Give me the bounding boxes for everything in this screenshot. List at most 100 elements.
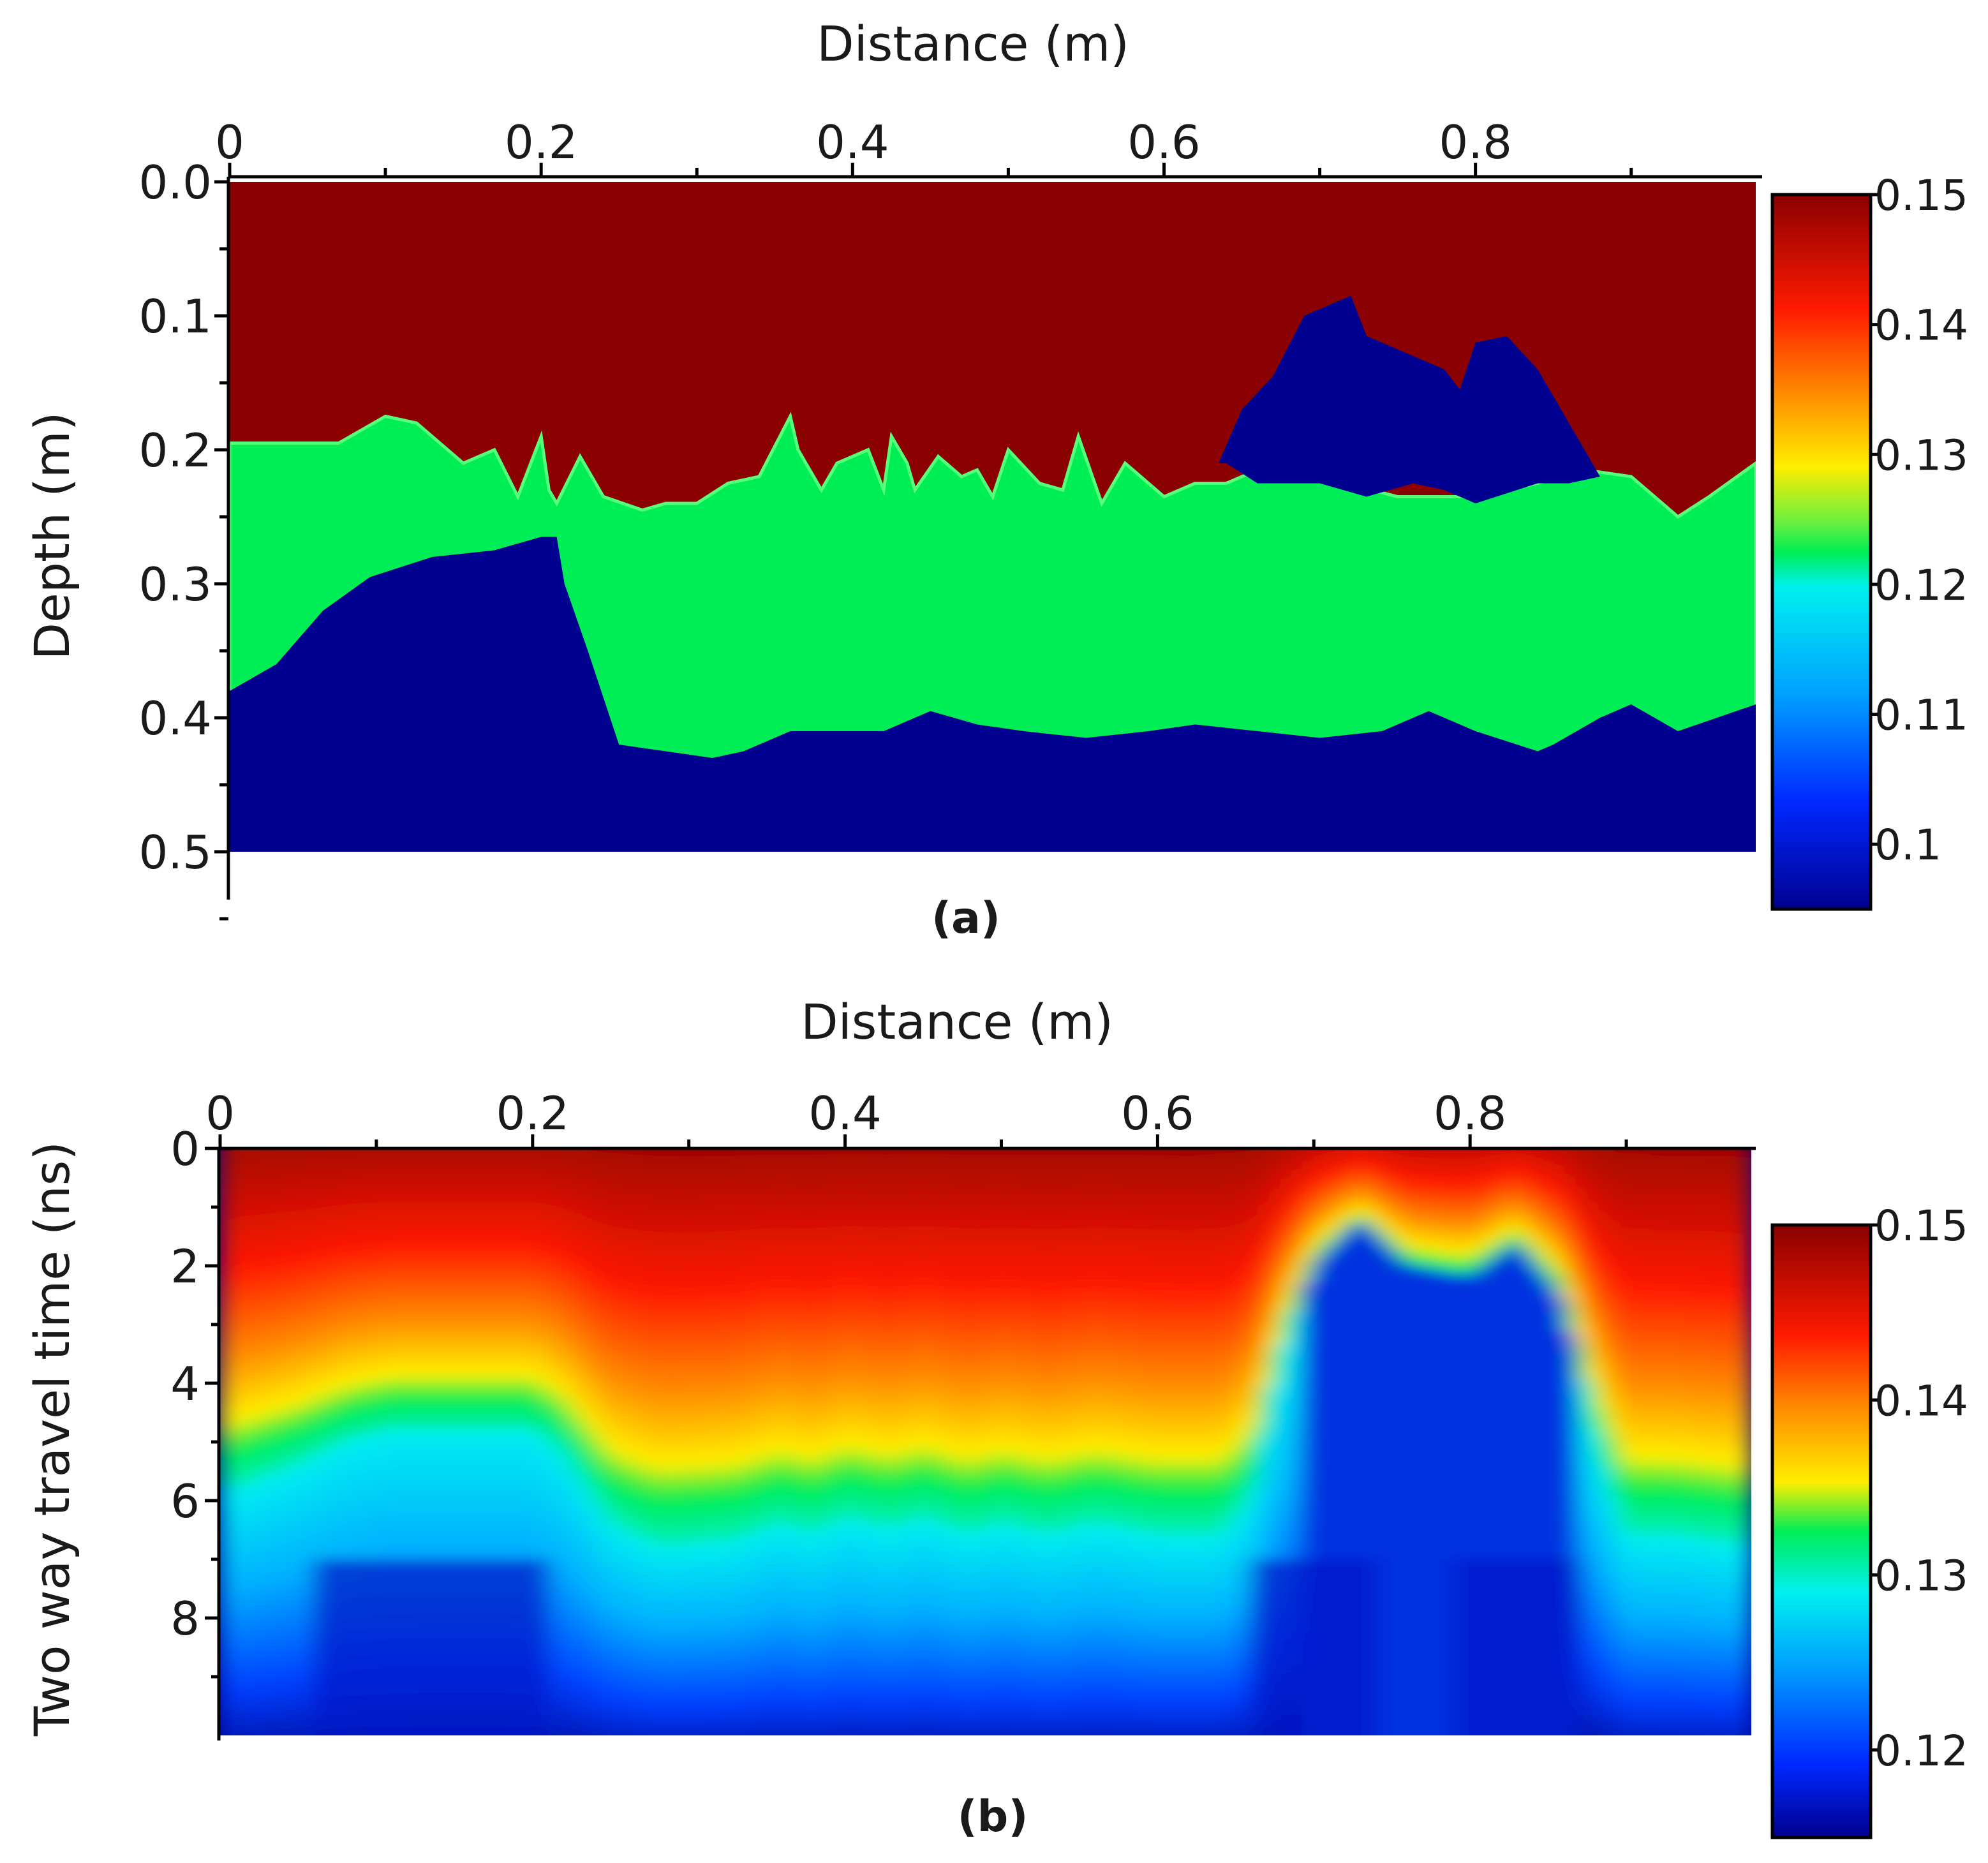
panel-b-column-lower: [799, 1531, 812, 1735]
panel-b-column-upper: [1215, 1148, 1228, 1553]
panel-a-colorbar-tick-label: 0.11: [1874, 691, 1968, 740]
panel-b-column-upper: [1171, 1148, 1183, 1554]
panel-b-column-upper: [1619, 1148, 1632, 1552]
panel-b-column-upper: [1586, 1148, 1599, 1450]
panel-a-x-axis-title: Distance (m): [817, 15, 1129, 72]
panel-b-column-upper: [1532, 1148, 1545, 1287]
panel-b-column-lower: [1586, 1430, 1599, 1735]
panel-b-column-lower: [1160, 1534, 1173, 1735]
panel-b-column-lower: [722, 1541, 735, 1735]
panel-b-column-upper: [646, 1148, 658, 1563]
panel-a-axes: 0 0.2 0.4 0.6 0.8 0.0 0.1 0.2 0.3 0.4 0.5: [138, 115, 1762, 921]
panel-b-column-upper: [1674, 1148, 1687, 1555]
panel-b-column-upper: [547, 1148, 560, 1464]
panel-b-deep-blue-zone: [1251, 1559, 1377, 1735]
panel-b-column-lower: [656, 1545, 669, 1735]
panel-b-column-lower: [941, 1525, 954, 1735]
panel-b-colorbar-ticks: 0.15 0.14 0.13 0.12: [1871, 1201, 1968, 1776]
panel-b-column-upper: [1007, 1148, 1020, 1545]
panel-b-column-upper: [361, 1148, 374, 1455]
panel-b-column-lower: [1039, 1534, 1052, 1735]
panel-b-column-upper: [1050, 1148, 1063, 1552]
panel-b-y-tick-label: 0: [170, 1122, 200, 1176]
panel-a-colorbar-tick-label: 0.13: [1874, 431, 1968, 480]
panel-a-y-tick-label: 0.5: [138, 826, 212, 879]
panel-b-column-upper: [843, 1148, 856, 1538]
panel-b-column-upper: [1280, 1148, 1293, 1361]
panel-b-column-lower: [1641, 1534, 1654, 1735]
panel-b-column-upper: [1652, 1148, 1665, 1554]
panel-b-colorbar-tick-label: 0.13: [1874, 1552, 1968, 1601]
panel-b-column-upper: [383, 1148, 396, 1449]
panel-b-column-upper: [1739, 1148, 1751, 1565]
panel-b-column-upper: [1554, 1148, 1566, 1314]
panel-a-x-tick-label: 0.2: [505, 115, 578, 169]
panel-b-column-lower: [1215, 1533, 1228, 1735]
panel-b-column-lower: [547, 1444, 560, 1735]
panel-b-column-lower: [667, 1545, 680, 1735]
panel-b-column-upper: [405, 1148, 418, 1448]
panel-b-deep-blue-zone: [313, 1559, 549, 1735]
panel-b-column-upper: [1236, 1148, 1249, 1529]
panel-a-colorbar-tick-label: 0.1: [1874, 820, 1941, 870]
panel-b-colorbar-tick-label: 0.14: [1874, 1376, 1968, 1425]
panel-b-column-upper: [722, 1148, 735, 1561]
panel-b-column-upper: [941, 1148, 954, 1545]
panel-b-colorbar: [1772, 1225, 1871, 1837]
panel-b-column-upper: [558, 1148, 571, 1473]
panel-b-column-upper: [1717, 1148, 1730, 1562]
panel-b-column-upper: [667, 1148, 680, 1564]
panel-b-column-lower: [624, 1533, 637, 1735]
panel-b-column-upper: [1247, 1148, 1260, 1508]
panel-a-blue-inclusion: [1218, 295, 1600, 503]
panel-b-colorbar-tick-label: 0.12: [1874, 1726, 1968, 1776]
panel-b-column-upper: [1433, 1148, 1446, 1290]
panel-b-column-upper: [744, 1148, 757, 1554]
panel-b-column-upper: [537, 1148, 549, 1456]
panel-b-column-upper: [460, 1148, 473, 1448]
panel-b-column-upper: [1466, 1148, 1479, 1294]
panel-b-column-upper: [1149, 1148, 1162, 1554]
panel-b-column-lower: [220, 1491, 232, 1735]
panel-b-column-lower: [1411, 1266, 1424, 1735]
panel-b-column-upper: [416, 1148, 429, 1448]
panel-a-y-tick-label: 0.4: [138, 692, 212, 745]
panel-b-column-upper: [394, 1148, 407, 1448]
panel-b-column-lower: [1619, 1532, 1632, 1735]
panel-b-column-lower: [679, 1544, 692, 1735]
panel-b-column-lower: [1171, 1534, 1183, 1735]
panel-b-column-upper: [777, 1148, 790, 1543]
panel-b-column-lower: [897, 1524, 910, 1735]
panel-b-column-upper: [1018, 1148, 1030, 1548]
panel-b-column-upper: [1182, 1148, 1194, 1554]
panel-b-column-upper: [854, 1148, 866, 1540]
panel-b-column-upper: [1072, 1148, 1085, 1547]
panel-b-column-upper: [1477, 1148, 1490, 1286]
panel-a-label: (a): [931, 893, 1000, 944]
panel-b-column-upper: [1258, 1148, 1271, 1457]
panel-b-column-lower: [1422, 1268, 1435, 1735]
panel-b-column-upper: [1356, 1148, 1369, 1240]
panel-b-column-upper: [1127, 1148, 1139, 1550]
panel-a-bottom-layer: [230, 537, 1756, 852]
panel-b-column-lower: [1116, 1527, 1129, 1735]
panel-b-column-upper: [810, 1148, 822, 1553]
panel-b-column-upper: [1302, 1148, 1315, 1300]
panel-b-column-upper: [820, 1148, 833, 1547]
panel-b-column-lower: [985, 1526, 998, 1735]
panel-b-column-upper: [252, 1148, 265, 1499]
panel-b-column-upper: [1062, 1148, 1074, 1549]
panel-b-column-lower: [1062, 1529, 1074, 1735]
panel-b-column-upper: [1116, 1148, 1129, 1547]
panel-b-y-tick-label: 8: [170, 1592, 200, 1645]
panel-b-column-lower: [843, 1518, 856, 1735]
panel-b-column-upper: [1028, 1148, 1041, 1550]
panel-a-colorbar-tick-label: 0.15: [1874, 171, 1968, 220]
panel-b-column-lower: [952, 1530, 965, 1735]
panel-b-column-upper: [1324, 1148, 1337, 1268]
panel-b-x-tick-label: 0: [205, 1087, 235, 1140]
panel-b-column-lower: [1739, 1545, 1751, 1735]
panel-a-x-tick-label: 0.4: [816, 115, 889, 169]
panel-b-column-upper: [580, 1148, 593, 1506]
panel-b-column-lower: [1379, 1242, 1391, 1735]
